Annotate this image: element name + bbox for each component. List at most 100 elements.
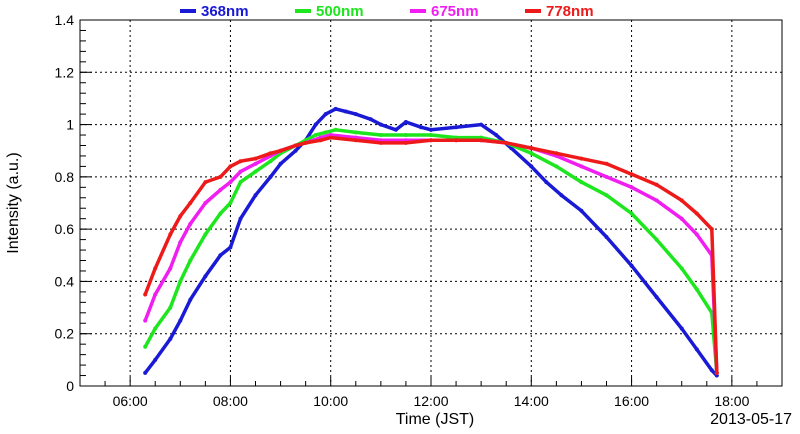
data-point-675nm <box>238 169 243 174</box>
data-point-778nm <box>178 214 183 219</box>
data-point-778nm <box>218 174 223 179</box>
data-point-500nm <box>238 180 243 185</box>
data-point-368nm <box>323 112 328 117</box>
data-point-368nm <box>313 122 318 127</box>
data-point-778nm <box>168 232 173 237</box>
data-point-368nm <box>228 245 233 250</box>
x-tick-label: 06:00 <box>113 393 148 409</box>
data-point-778nm <box>629 172 634 177</box>
data-point-368nm <box>378 122 383 127</box>
data-point-675nm <box>168 266 173 271</box>
data-point-778nm <box>529 146 534 151</box>
data-point-368nm <box>419 125 423 130</box>
data-point-675nm <box>679 216 684 221</box>
data-point-500nm <box>554 164 559 169</box>
data-point-368nm <box>694 347 699 352</box>
data-point-500nm <box>143 344 148 349</box>
data-point-778nm <box>378 140 383 145</box>
data-point-500nm <box>268 159 273 164</box>
grid <box>80 20 782 386</box>
y-tick-label: 1.4 <box>55 12 75 28</box>
data-point-778nm <box>403 140 408 145</box>
data-point-675nm <box>654 198 659 203</box>
data-point-778nm <box>554 151 559 156</box>
data-point-500nm <box>153 326 158 331</box>
data-point-778nm <box>143 292 148 297</box>
data-point-500nm <box>353 130 358 135</box>
data-point-368nm <box>429 127 433 132</box>
axis-ticks: 06:00 08:00 10:00 12:00 14:00 16:00 18:00 0 0.2 0… <box>55 12 783 409</box>
data-point-675nm <box>604 174 609 179</box>
data-point-368nm <box>494 133 499 137</box>
data-point-778nm <box>679 198 684 203</box>
series-line-500nm <box>143 128 719 375</box>
data-point-500nm <box>188 258 193 263</box>
date-label: 2013-05-17 <box>710 411 792 428</box>
data-point-500nm <box>313 133 318 137</box>
data-point-368nm <box>629 263 634 268</box>
data-point-500nm <box>323 130 328 135</box>
data-point-500nm <box>333 127 338 132</box>
data-point-500nm <box>579 180 584 185</box>
data-point-778nm <box>328 135 333 140</box>
data-point-368nm <box>333 106 338 111</box>
data-point-368nm <box>544 180 549 185</box>
data-point-368nm <box>403 120 408 124</box>
legend-label: 675nm <box>431 3 479 20</box>
y-tick-label: 0 <box>66 378 74 394</box>
data-point-675nm <box>178 240 183 245</box>
data-point-500nm <box>203 232 208 237</box>
data-point-675nm <box>694 232 699 237</box>
data-point-778nm <box>694 211 699 216</box>
data-point-778nm <box>579 156 584 161</box>
data-point-500nm <box>654 237 659 242</box>
x-tick-label: 08:00 <box>213 393 248 409</box>
data-point-675nm <box>253 161 258 166</box>
data-point-778nm <box>293 143 298 148</box>
y-tick-label: 0.2 <box>55 326 75 342</box>
data-point-368nm <box>393 127 398 132</box>
y-tick-label: 0.6 <box>55 221 75 237</box>
legend: 368nm 500nm 675nm 778nm <box>180 3 594 20</box>
data-point-778nm <box>278 148 283 153</box>
data-point-368nm <box>188 297 193 302</box>
data-point-368nm <box>709 368 714 373</box>
data-point-778nm <box>153 266 158 271</box>
data-point-368nm <box>604 235 609 239</box>
y-tick-label: 1.2 <box>55 64 75 80</box>
data-point-368nm <box>278 161 283 166</box>
data-point-368nm <box>153 357 158 362</box>
data-point-778nm <box>429 138 433 143</box>
data-point-675nm <box>579 164 584 169</box>
data-point-778nm <box>238 159 243 164</box>
data-point-368nm <box>579 208 584 213</box>
data-point-500nm <box>218 211 223 216</box>
data-point-778nm <box>203 180 208 185</box>
y-tick-label: 0.4 <box>55 273 75 289</box>
data-point-778nm <box>504 140 509 145</box>
data-point-368nm <box>143 370 148 375</box>
data-point-778nm <box>353 138 358 143</box>
data-point-368nm <box>559 193 564 198</box>
x-tick-label: 16:00 <box>614 393 649 409</box>
data-point-368nm <box>368 117 373 122</box>
x-tick-label: 12:00 <box>413 393 448 409</box>
y-tick-label: 0.8 <box>55 169 75 185</box>
data-point-368nm <box>454 125 459 130</box>
data-point-368nm <box>203 274 208 279</box>
data-point-778nm <box>714 370 719 375</box>
data-point-368nm <box>218 253 223 258</box>
data-point-500nm <box>679 266 684 271</box>
data-point-778nm <box>228 164 233 169</box>
data-point-500nm <box>694 287 699 292</box>
data-point-778nm <box>654 182 659 187</box>
data-point-368nm <box>353 112 358 117</box>
data-point-778nm <box>454 138 459 143</box>
data-point-778nm <box>479 138 484 143</box>
data-point-368nm <box>654 295 659 300</box>
legend-label: 500nm <box>316 3 364 20</box>
data-point-778nm <box>268 151 273 156</box>
data-point-368nm <box>178 318 183 323</box>
x-tick-label: 14:00 <box>514 393 549 409</box>
y-tick-label: 1 <box>66 117 74 133</box>
